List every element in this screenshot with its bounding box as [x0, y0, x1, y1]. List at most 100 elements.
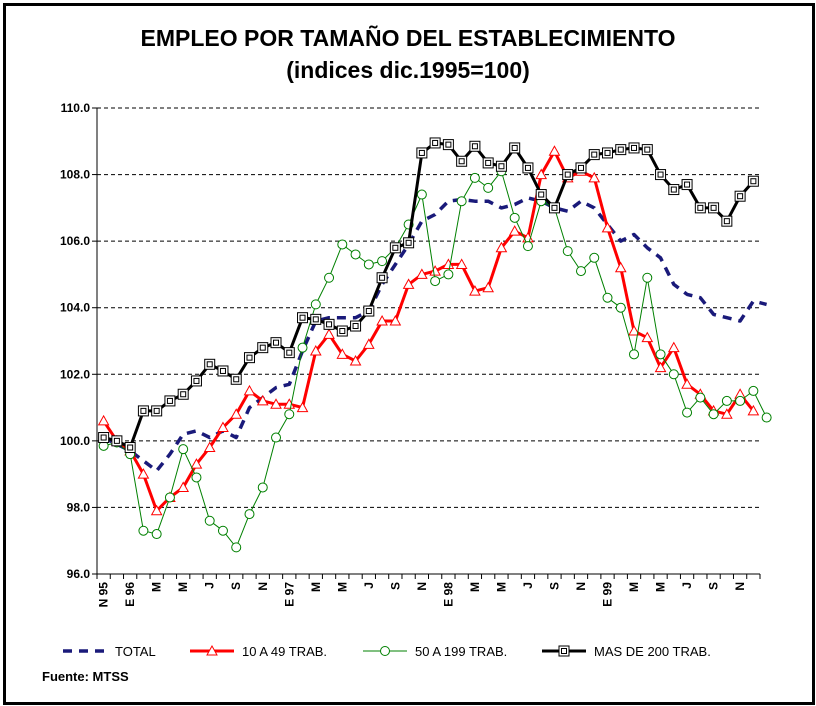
- triangle-marker: [323, 328, 335, 339]
- series-2: [98, 166, 772, 553]
- triangle-marker: [482, 281, 495, 293]
- circle-marker: [589, 252, 600, 263]
- y-tick-label: 102.0: [60, 367, 90, 381]
- square-marker-inner: [458, 158, 465, 165]
- square-marker-inner: [365, 308, 372, 315]
- circle-marker: [642, 272, 653, 283]
- x-tick-label: S: [707, 582, 721, 590]
- circle-marker: [615, 302, 626, 313]
- square-marker-inner: [273, 339, 280, 346]
- square-marker-inner: [697, 204, 704, 211]
- triangle-marker: [455, 258, 468, 269]
- triangle-marker: [614, 261, 627, 273]
- circle-marker: [483, 182, 494, 193]
- circle-marker: [257, 482, 268, 493]
- circle-marker: [204, 515, 215, 526]
- triangle-marker: [601, 221, 614, 233]
- x-tick-label: N: [733, 582, 747, 591]
- square-marker-inner: [432, 139, 439, 146]
- legend-item: MAS DE 200 TRAB.: [542, 644, 711, 659]
- circle-marker: [337, 239, 348, 250]
- triangle-marker: [336, 348, 349, 359]
- x-tick-label: N: [574, 582, 588, 591]
- legend-item: 50 A 199 TRAB.: [363, 644, 507, 659]
- triangle-marker: [402, 278, 415, 289]
- grid-lines: [97, 107, 760, 508]
- square-marker-inner: [405, 239, 412, 246]
- triangle-marker: [747, 404, 760, 416]
- triangle-marker: [309, 344, 322, 356]
- triangle-marker: [495, 241, 508, 253]
- circle-marker: [748, 385, 759, 396]
- triangle-marker: [256, 394, 269, 406]
- square-marker-inner: [657, 171, 664, 178]
- x-tick-label: M: [494, 582, 508, 592]
- circle-marker: [151, 529, 162, 540]
- square-marker-inner: [113, 437, 120, 444]
- triangle-marker: [177, 481, 190, 492]
- legend-item: 10 A 49 TRAB.: [190, 644, 327, 659]
- triangle-marker: [150, 504, 163, 516]
- legend-label: TOTAL: [115, 644, 156, 659]
- triangle-marker: [206, 644, 218, 656]
- x-tick-label: J: [680, 582, 694, 589]
- triangle-marker: [508, 225, 521, 236]
- x-tick-label: J: [362, 582, 376, 589]
- triangle-marker: [548, 145, 561, 156]
- source-note: Fuente: MTSS: [42, 669, 129, 684]
- square-marker-inner: [127, 444, 134, 451]
- square-marker-inner: [339, 328, 346, 335]
- square-marker-inner: [485, 159, 492, 166]
- square-marker-inner: [206, 361, 213, 368]
- square-marker-inner: [471, 143, 478, 150]
- triangle-marker: [469, 285, 481, 296]
- chart-subtitle: (indices dic.1995=100): [286, 57, 530, 83]
- square-marker-inner: [180, 391, 187, 398]
- circle-marker: [761, 412, 772, 423]
- x-tick-label: E 96: [123, 582, 137, 607]
- square-marker-inner: [604, 149, 611, 156]
- y-tick-label: 108.0: [60, 168, 90, 182]
- x-tick-label: E 98: [441, 582, 455, 607]
- x-tick-label: J: [203, 582, 217, 589]
- x-tick-label: N: [256, 582, 270, 591]
- series-line: [102, 149, 755, 513]
- square-marker-inner: [561, 648, 567, 654]
- circle-marker: [244, 509, 255, 520]
- x-tick-label: M: [335, 582, 349, 592]
- axes: [92, 107, 761, 579]
- square-marker-inner: [352, 323, 359, 330]
- x-tick-label: M: [309, 582, 323, 592]
- circle-marker: [363, 259, 374, 270]
- circle-marker: [377, 256, 388, 267]
- square-marker-inner: [312, 316, 319, 323]
- triangle-marker: [442, 258, 455, 269]
- circle-marker: [380, 646, 390, 656]
- legend-item: TOTAL: [63, 644, 156, 659]
- square-marker-inner: [445, 141, 452, 148]
- square-marker-inner: [538, 191, 545, 198]
- triangle-marker: [362, 338, 375, 349]
- circle-marker: [310, 299, 321, 310]
- circle-marker: [509, 212, 520, 223]
- circle-marker: [231, 542, 242, 553]
- square-marker-inner: [299, 314, 306, 321]
- chart-title: EMPLEO POR TAMAÑO DEL ESTABLECIMIENTO: [140, 25, 676, 51]
- series-line: [103, 141, 755, 449]
- square-marker-inner: [511, 144, 518, 151]
- circle-marker: [430, 276, 441, 287]
- circle-marker: [271, 432, 282, 443]
- square-marker-inner: [617, 146, 624, 153]
- series-line: [102, 196, 768, 473]
- square-marker-inner: [140, 407, 147, 414]
- triangle-marker: [535, 168, 548, 180]
- square-marker-inner: [631, 144, 638, 151]
- square-marker-inner: [418, 149, 425, 156]
- x-tick-label: M: [654, 582, 668, 592]
- triangle-marker: [588, 171, 601, 183]
- triangle-marker: [376, 314, 388, 326]
- square-marker-inner: [233, 376, 240, 383]
- x-tick-label: M: [627, 582, 641, 592]
- triangle-marker: [270, 398, 282, 409]
- triangle-marker: [654, 361, 667, 373]
